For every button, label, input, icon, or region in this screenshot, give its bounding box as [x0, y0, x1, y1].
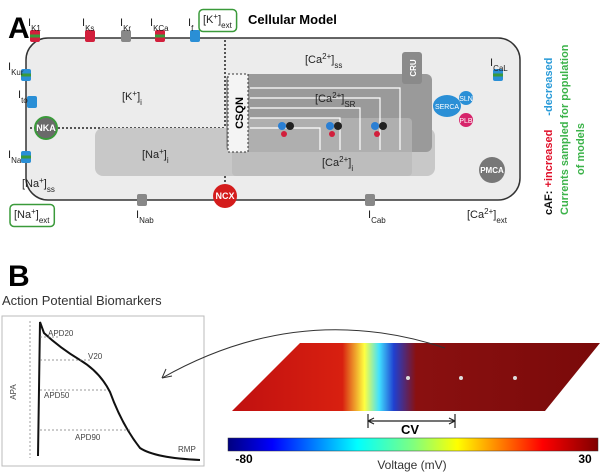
label-part: K1	[31, 24, 41, 33]
ion-label: INa	[8, 149, 22, 165]
ion-label: IKCa	[150, 17, 169, 33]
panel-title: Cellular Model	[248, 12, 337, 27]
legend-line: Currents sampled for population	[559, 44, 571, 215]
serca-label: SERCA	[435, 104, 459, 111]
panel-letter: A	[8, 12, 30, 45]
channel-band	[30, 35, 40, 38]
colorbar-min: -80	[235, 452, 253, 466]
label-part: ss	[334, 61, 342, 70]
label-part: [Ca	[305, 54, 323, 66]
panel-title: Action Potential Biomarkers	[2, 293, 162, 308]
pmca-label: PMCA	[480, 166, 504, 175]
label-part: SR	[344, 100, 355, 109]
ion-label: IK1	[28, 17, 41, 33]
label-part: [Na	[142, 149, 160, 161]
label-part: [Na	[22, 178, 40, 190]
colorbar-label: Voltage (mV)	[377, 458, 446, 472]
v20: V20	[88, 352, 103, 361]
plb-label: PLB	[459, 118, 473, 125]
ion-label: ICab	[368, 209, 386, 225]
legend-decreased: -decreased	[543, 58, 555, 116]
csqn-label: CSQN	[234, 97, 246, 129]
label-part: KCa	[153, 24, 169, 33]
label-part: [Na	[14, 209, 32, 221]
label-part: [K	[203, 14, 214, 26]
label-part: ext	[496, 216, 507, 225]
legend-line: cAF: +increased -decreased	[543, 58, 555, 215]
label-part: ext	[221, 21, 232, 30]
label-part: ext	[39, 216, 50, 225]
page: A Cellular Model CSQN CRU SERCA SLN PLB …	[0, 0, 600, 473]
label-part: Na	[11, 156, 22, 165]
channel	[137, 194, 147, 206]
apd20: APD20	[48, 329, 74, 338]
channel	[365, 194, 375, 206]
rmp: RMP	[178, 445, 196, 454]
channel-band	[21, 156, 31, 159]
colorbar-max: 30	[578, 452, 592, 466]
label-part: Kur	[11, 68, 24, 77]
label-part: CaL	[493, 64, 508, 73]
label-part: i	[351, 164, 353, 173]
nka-label: NKA	[36, 123, 56, 133]
ion-label: INab	[136, 209, 154, 225]
apd50: APD50	[44, 391, 70, 400]
channel-band	[493, 74, 503, 77]
channel	[27, 96, 37, 108]
label-part: Ks	[85, 24, 94, 33]
sln-label: SLN	[459, 96, 473, 103]
ap-box	[2, 316, 204, 466]
label-part: 2+	[332, 91, 341, 100]
label-part: i	[140, 98, 142, 107]
panel-letter: B	[8, 260, 30, 293]
label-part: Nab	[139, 216, 154, 225]
ion-label: IKr	[120, 17, 131, 33]
label-part: 2+	[322, 52, 331, 61]
figure: A Cellular Model CSQN CRU SERCA SLN PLB …	[0, 0, 600, 473]
label-part: i	[167, 156, 169, 165]
label-part: 2+	[339, 155, 348, 164]
label-part: [Ca	[315, 93, 333, 105]
apd90: APD90	[75, 433, 101, 442]
label-part: [Ca	[467, 209, 485, 221]
colorbar	[228, 438, 598, 451]
ion-label: IKur	[8, 61, 24, 77]
label-part: 2+	[484, 207, 493, 216]
cru-label: CRU	[409, 59, 418, 77]
ion-label: [Na+]ext	[14, 207, 50, 225]
legend: cAF: +increased -decreased Currents sampl…	[543, 44, 587, 215]
ion-label: [K+]ext	[203, 12, 233, 30]
legend-line: of models	[575, 123, 587, 175]
label-part: Cab	[371, 216, 386, 225]
label-part: [Ca	[322, 157, 340, 169]
apa: APA	[9, 384, 18, 400]
ncx-label: NCX	[215, 191, 234, 201]
label-part: ss	[47, 185, 55, 194]
channel-band	[155, 35, 165, 38]
label-part: Kr	[123, 24, 131, 33]
legend-prefix: cAF:	[543, 191, 555, 215]
label-part: [K	[122, 91, 133, 103]
cv-label: CV	[401, 422, 419, 437]
ion-label: IKs	[82, 17, 94, 33]
ion-label: [Ca2+]ext	[467, 207, 508, 225]
legend-increased: +increased	[543, 130, 555, 188]
label-part: to	[21, 96, 28, 105]
tissue	[232, 343, 600, 411]
ion-label: If	[188, 17, 194, 33]
